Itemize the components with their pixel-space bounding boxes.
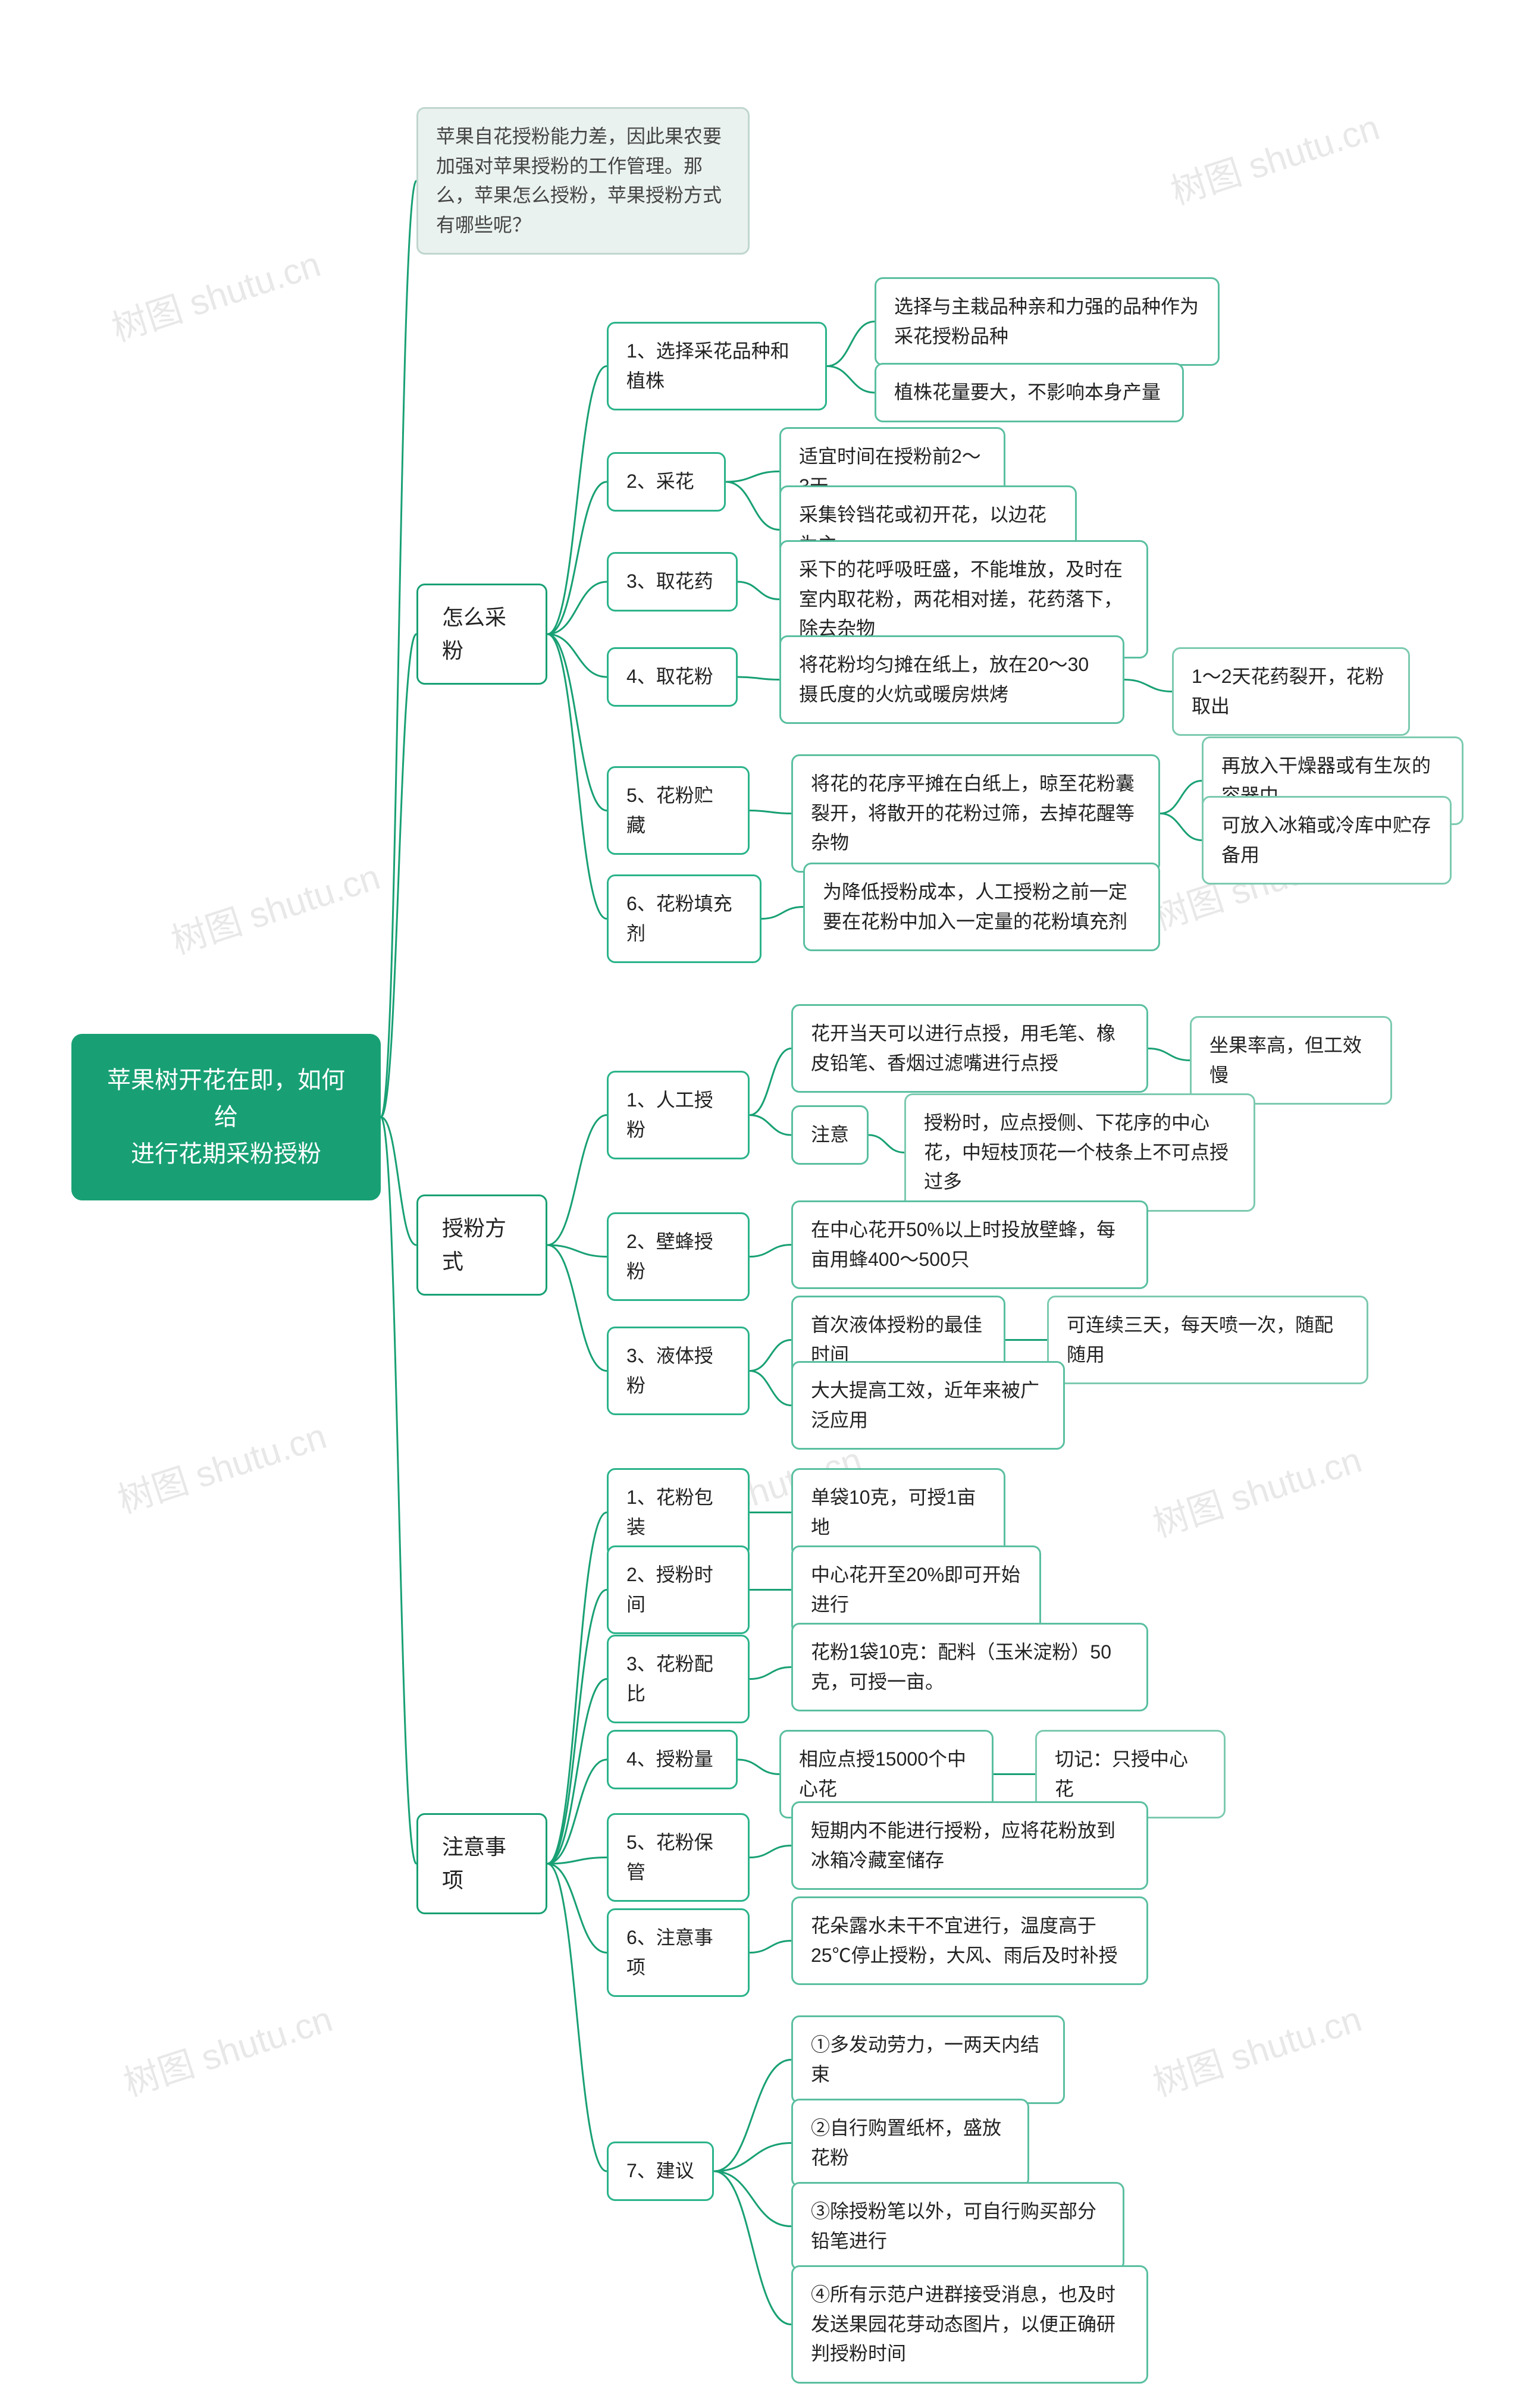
node-C2a: 中心花开至20%即可开始进行 bbox=[791, 1545, 1041, 1634]
node-B3: 3、液体授粉 bbox=[607, 1327, 750, 1415]
edge-B1-B1c bbox=[750, 1115, 791, 1136]
watermark: 树图 shutu.cn bbox=[1145, 1431, 1367, 1547]
watermark: 树图 shutu.cn bbox=[164, 848, 386, 964]
edge-C3-C3a bbox=[750, 1667, 791, 1679]
edge-C-C3 bbox=[547, 1679, 607, 1864]
node-C1a: 单袋10克，可授1亩地 bbox=[791, 1468, 1005, 1557]
node-B1: 1、人工授粉 bbox=[607, 1071, 750, 1159]
edge-B-B2 bbox=[547, 1245, 607, 1257]
node-C5: 5、花粉保管 bbox=[607, 1813, 750, 1902]
edge-A3-A3a bbox=[738, 582, 779, 600]
node-A1b: 植株花量要大，不影响本身产量 bbox=[875, 363, 1184, 422]
node-C5a: 短期内不能进行授粉，应将花粉放到冰箱冷藏室储存 bbox=[791, 1801, 1148, 1890]
edge-C6-C6a bbox=[750, 1941, 791, 1953]
edge-B2-B2a bbox=[750, 1245, 791, 1257]
edge-C5-C5a bbox=[750, 1846, 791, 1858]
edge-B-B1 bbox=[547, 1115, 607, 1246]
edge-B1-B1a bbox=[750, 1049, 791, 1115]
node-B3b: 可连续三天，每天喷一次，随配随用 bbox=[1047, 1296, 1368, 1384]
edge-C-C4 bbox=[547, 1760, 607, 1864]
node-root: 苹果树开花在即，如何给进行花期采粉授粉 bbox=[71, 1034, 381, 1200]
edge-C-C2 bbox=[547, 1590, 607, 1864]
node-A4a: 将花粉均匀摊在纸上，放在20～30摄氏度的火炕或暖房烘烤 bbox=[779, 635, 1124, 724]
edge-B3-B3a bbox=[750, 1340, 791, 1371]
node-C7: 7、建议 bbox=[607, 2142, 714, 2201]
node-C7b: ②自行购置纸杯，盛放花粉 bbox=[791, 2099, 1029, 2187]
edge-C-C6 bbox=[547, 1864, 607, 1953]
edge-A-A1 bbox=[547, 366, 607, 635]
edge-C-C5 bbox=[547, 1858, 607, 1864]
node-A1a: 选择与主栽品种亲和力强的品种作为采花授粉品种 bbox=[875, 277, 1220, 366]
edge-C7-C7a bbox=[714, 2060, 791, 2172]
edge-A4-A4a bbox=[738, 677, 779, 680]
edge-root-C bbox=[381, 1117, 416, 1864]
watermark: 树图 shutu.cn bbox=[104, 236, 326, 352]
node-B1c: 注意 bbox=[791, 1105, 869, 1165]
watermark: 树图 shutu.cn bbox=[110, 1407, 332, 1523]
node-C1: 1、花粉包装 bbox=[607, 1468, 750, 1557]
node-B2a: 在中心花开50%以上时投放壁蜂，每亩用蜂400～500只 bbox=[791, 1200, 1148, 1289]
edge-C-C7 bbox=[547, 1864, 607, 2171]
node-A5c: 可放入冰箱或冷库中贮存备用 bbox=[1202, 796, 1452, 885]
edge-root-A bbox=[381, 634, 416, 1117]
edge-A5-A5a bbox=[750, 811, 791, 814]
node-A1: 1、选择采花品种和植株 bbox=[607, 322, 827, 410]
edge-A6-A6a bbox=[762, 907, 803, 919]
node-C3a: 花粉1袋10克：配料（玉米淀粉）50克，可授一亩。 bbox=[791, 1623, 1148, 1711]
node-C7d: ④所有示范户进群接受消息，也及时发送果园花芽动态图片，以便正确研判授粉时间 bbox=[791, 2265, 1148, 2384]
node-B3c: 大大提高工效，近年来被广泛应用 bbox=[791, 1361, 1065, 1450]
node-A3: 3、取花药 bbox=[607, 552, 738, 612]
node-A5a: 将花的花序平摊在白纸上，晾至花粉囊裂开，将散开的花粉过筛，去掉花醒等杂物 bbox=[791, 754, 1160, 873]
node-A2: 2、采花 bbox=[607, 452, 726, 512]
watermark: 树图 shutu.cn bbox=[1163, 99, 1385, 215]
edge-A5a-A5b bbox=[1160, 781, 1202, 814]
watermark: 树图 shutu.cn bbox=[116, 1990, 338, 2106]
edge-A2-A2b bbox=[726, 482, 779, 530]
node-C2: 2、授粉时间 bbox=[607, 1545, 750, 1634]
node-C: 注意事项 bbox=[416, 1813, 547, 1914]
node-C4: 4、授粉量 bbox=[607, 1730, 738, 1789]
edge-A-A4 bbox=[547, 634, 607, 677]
node-B1a: 花开当天可以进行点授，用毛笔、橡皮铅笔、香烟过滤嘴进行点授 bbox=[791, 1004, 1148, 1093]
edge-A4a-A4b bbox=[1124, 680, 1172, 692]
node-C7a: ①多发动劳力，一两天内结束 bbox=[791, 2015, 1065, 2104]
edge-B3-B3c bbox=[750, 1371, 791, 1406]
edge-A1-A1b bbox=[827, 366, 875, 393]
node-A6: 6、花粉填充剂 bbox=[607, 874, 762, 963]
node-A4b: 1～2天花药裂开，花粉取出 bbox=[1172, 647, 1410, 736]
edge-root-intro bbox=[381, 181, 416, 1117]
edge-A-A6 bbox=[547, 634, 607, 919]
node-B2: 2、壁蜂授粉 bbox=[607, 1212, 750, 1301]
node-A: 怎么采粉 bbox=[416, 584, 547, 685]
node-A6a: 为降低授粉成本，人工授粉之前一定要在花粉中加入一定量的花粉填充剂 bbox=[803, 863, 1160, 951]
node-A4: 4、取花粉 bbox=[607, 647, 738, 707]
edge-A-A2 bbox=[547, 482, 607, 634]
node-intro: 苹果自花授粉能力差，因此果农要加强对苹果授粉的工作管理。那么，苹果怎么授粉，苹果… bbox=[416, 107, 750, 255]
edge-A1-A1a bbox=[827, 322, 875, 366]
edge-C-C1 bbox=[547, 1513, 607, 1864]
edge-A-A3 bbox=[547, 582, 607, 634]
node-C6: 6、注意事项 bbox=[607, 1908, 750, 1997]
node-C7c: ③除授粉笔以外，可自行购买部分铅笔进行 bbox=[791, 2182, 1124, 2271]
edge-B1c-B1d bbox=[869, 1135, 904, 1153]
edge-C4-C4a bbox=[738, 1760, 779, 1774]
node-B: 授粉方式 bbox=[416, 1194, 547, 1296]
node-B1b: 坐果率高，但工效慢 bbox=[1190, 1016, 1392, 1105]
edge-C7-C7b bbox=[714, 2143, 791, 2172]
node-A5: 5、花粉贮藏 bbox=[607, 766, 750, 855]
edge-A2-A2a bbox=[726, 472, 779, 482]
edge-C7-C7d bbox=[714, 2171, 791, 2325]
edge-root-B bbox=[381, 1117, 416, 1245]
edge-C7-C7c bbox=[714, 2171, 791, 2227]
edge-A5a-A5c bbox=[1160, 814, 1202, 841]
node-B1d: 授粉时，应点授侧、下花序的中心花，中短枝顶花一个枝条上不可点授过多 bbox=[904, 1093, 1255, 1212]
edge-B-B3 bbox=[547, 1245, 607, 1371]
node-C3: 3、花粉配比 bbox=[607, 1635, 750, 1723]
edge-A-A5 bbox=[547, 634, 607, 811]
node-C6a: 花朵露水未干不宜进行，温度高于25℃停止授粉，大风、雨后及时补授 bbox=[791, 1896, 1148, 1985]
watermark: 树图 shutu.cn bbox=[1145, 1990, 1367, 2106]
edge-B1a-B1b bbox=[1148, 1049, 1190, 1061]
